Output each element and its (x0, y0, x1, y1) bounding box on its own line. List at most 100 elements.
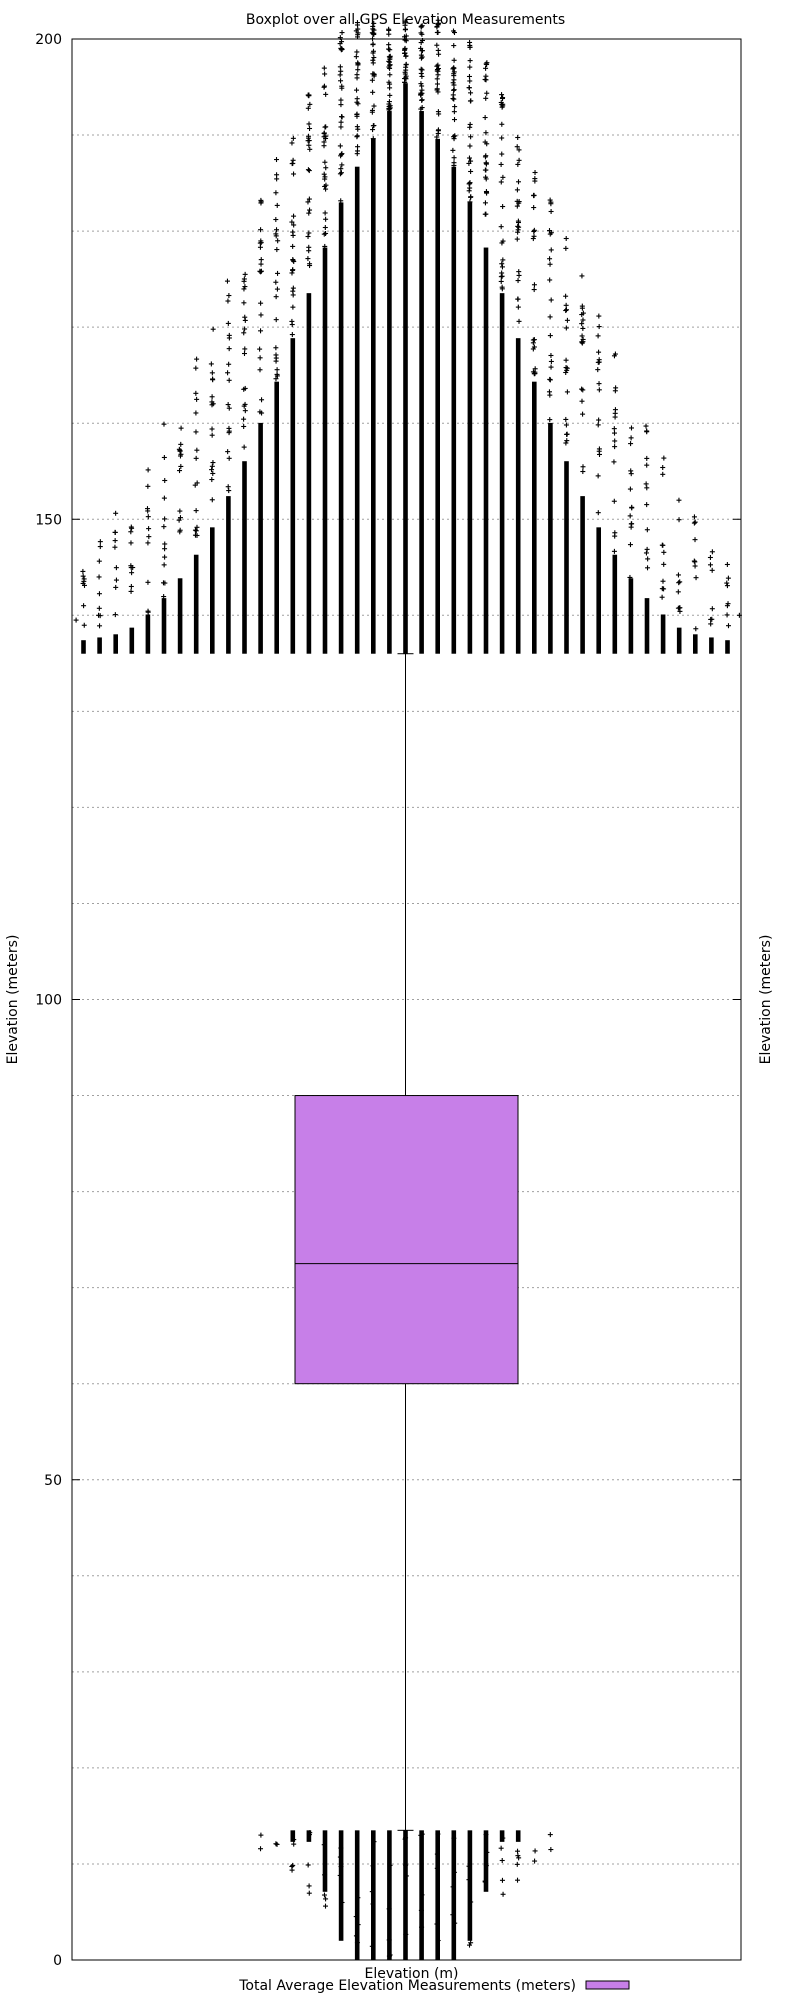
outlier-point (419, 31, 425, 37)
outlier-point (596, 357, 602, 363)
outlier-point (289, 322, 295, 328)
outlier-point (355, 1895, 361, 1901)
outlier-point (353, 54, 359, 60)
outlier-point (145, 540, 151, 546)
outlier-point (467, 199, 473, 205)
outlier-point (532, 178, 538, 184)
outlier-point (661, 455, 667, 461)
outlier-point (596, 417, 602, 423)
outlier-point (306, 210, 312, 216)
y-tick-label: 200 (35, 32, 62, 48)
outlier-point (532, 1848, 538, 1854)
outlier-point (564, 317, 570, 323)
outlier-point (499, 92, 505, 98)
outlier-point (354, 99, 360, 105)
outlier-point (611, 548, 617, 554)
outlier-point (386, 31, 392, 37)
outlier-point (338, 97, 344, 103)
outlier-point (468, 98, 474, 104)
outlier-point (627, 486, 633, 492)
outlier-cluster (145, 614, 151, 654)
outlier-point (145, 467, 151, 473)
outlier-point (612, 430, 618, 436)
outlier-point (371, 1839, 377, 1845)
outlier-point (612, 530, 618, 536)
outlier-point (210, 460, 216, 466)
outlier-point (258, 300, 264, 306)
outlier-point (531, 229, 537, 235)
outlier-point (208, 361, 214, 367)
outlier-point (290, 232, 296, 238)
outlier-point (435, 62, 441, 68)
outlier-point (96, 612, 102, 618)
outlier-point (241, 286, 247, 292)
outlier-point (643, 550, 649, 556)
outlier-point (709, 549, 715, 555)
outlier-point (161, 524, 167, 530)
outlier-point (81, 582, 87, 588)
outlier-point (466, 73, 472, 79)
outlier-point (289, 140, 295, 146)
outlier-point (112, 529, 118, 535)
outlier-point (467, 58, 473, 64)
outlier-point (209, 497, 215, 503)
outlier-point (323, 216, 329, 222)
outlier-point (693, 626, 699, 632)
outlier-point (321, 83, 327, 89)
outlier-point (273, 190, 279, 196)
outlier-cluster (580, 496, 585, 654)
outlier-point (161, 562, 167, 568)
outlier-point (514, 187, 520, 193)
outlier-point (323, 1896, 329, 1902)
outlier-cluster (499, 1830, 505, 1842)
outlier-point (579, 398, 585, 404)
outlier-point (564, 431, 570, 437)
outlier-point (675, 589, 681, 595)
outlier-point (644, 546, 650, 552)
outlier-point (531, 227, 537, 233)
x-axis-label: Elevation (m) (364, 1966, 458, 1982)
outlier-point (257, 244, 263, 250)
outlier-point (548, 297, 554, 303)
outlier-point (307, 1830, 313, 1836)
outlier-point (242, 326, 248, 332)
outlier-point (128, 540, 134, 546)
outlier-point (563, 422, 569, 428)
outlier-point (452, 117, 458, 123)
outlier-point (323, 165, 329, 171)
outlier-cluster (113, 634, 118, 654)
outlier-point (355, 62, 361, 68)
outlier-point (514, 1861, 520, 1867)
outlier-point (371, 103, 377, 109)
outlier-cluster (644, 598, 650, 654)
outlier-point (177, 468, 183, 474)
outlier-point (305, 256, 311, 262)
outlier-point (354, 148, 360, 154)
outlier-point (482, 139, 488, 145)
outlier-point (161, 421, 167, 427)
outlier-point (595, 473, 601, 479)
outlier-point (176, 446, 182, 452)
outlier-point (323, 124, 329, 130)
outlier-point (338, 1845, 344, 1851)
outlier-point (498, 278, 504, 284)
outlier-point (370, 41, 376, 47)
outlier-point (289, 219, 295, 225)
outlier-point (450, 80, 456, 86)
outlier-point (611, 426, 617, 432)
outlier-point (644, 527, 650, 533)
outlier-point (484, 61, 490, 67)
outlier-point (530, 236, 536, 242)
outlier-point (322, 1872, 328, 1878)
outlier-point (563, 308, 569, 314)
outlier-point (354, 124, 360, 130)
outlier-point (161, 495, 167, 501)
outlier-point (323, 91, 329, 97)
outlier-point (531, 205, 537, 211)
outlier-point (386, 1953, 392, 1959)
outlier-point (595, 367, 601, 373)
outlier-point (275, 270, 281, 276)
outlier-point (321, 1892, 327, 1898)
outlier-point (337, 143, 343, 149)
outlier-point (403, 1873, 409, 1879)
